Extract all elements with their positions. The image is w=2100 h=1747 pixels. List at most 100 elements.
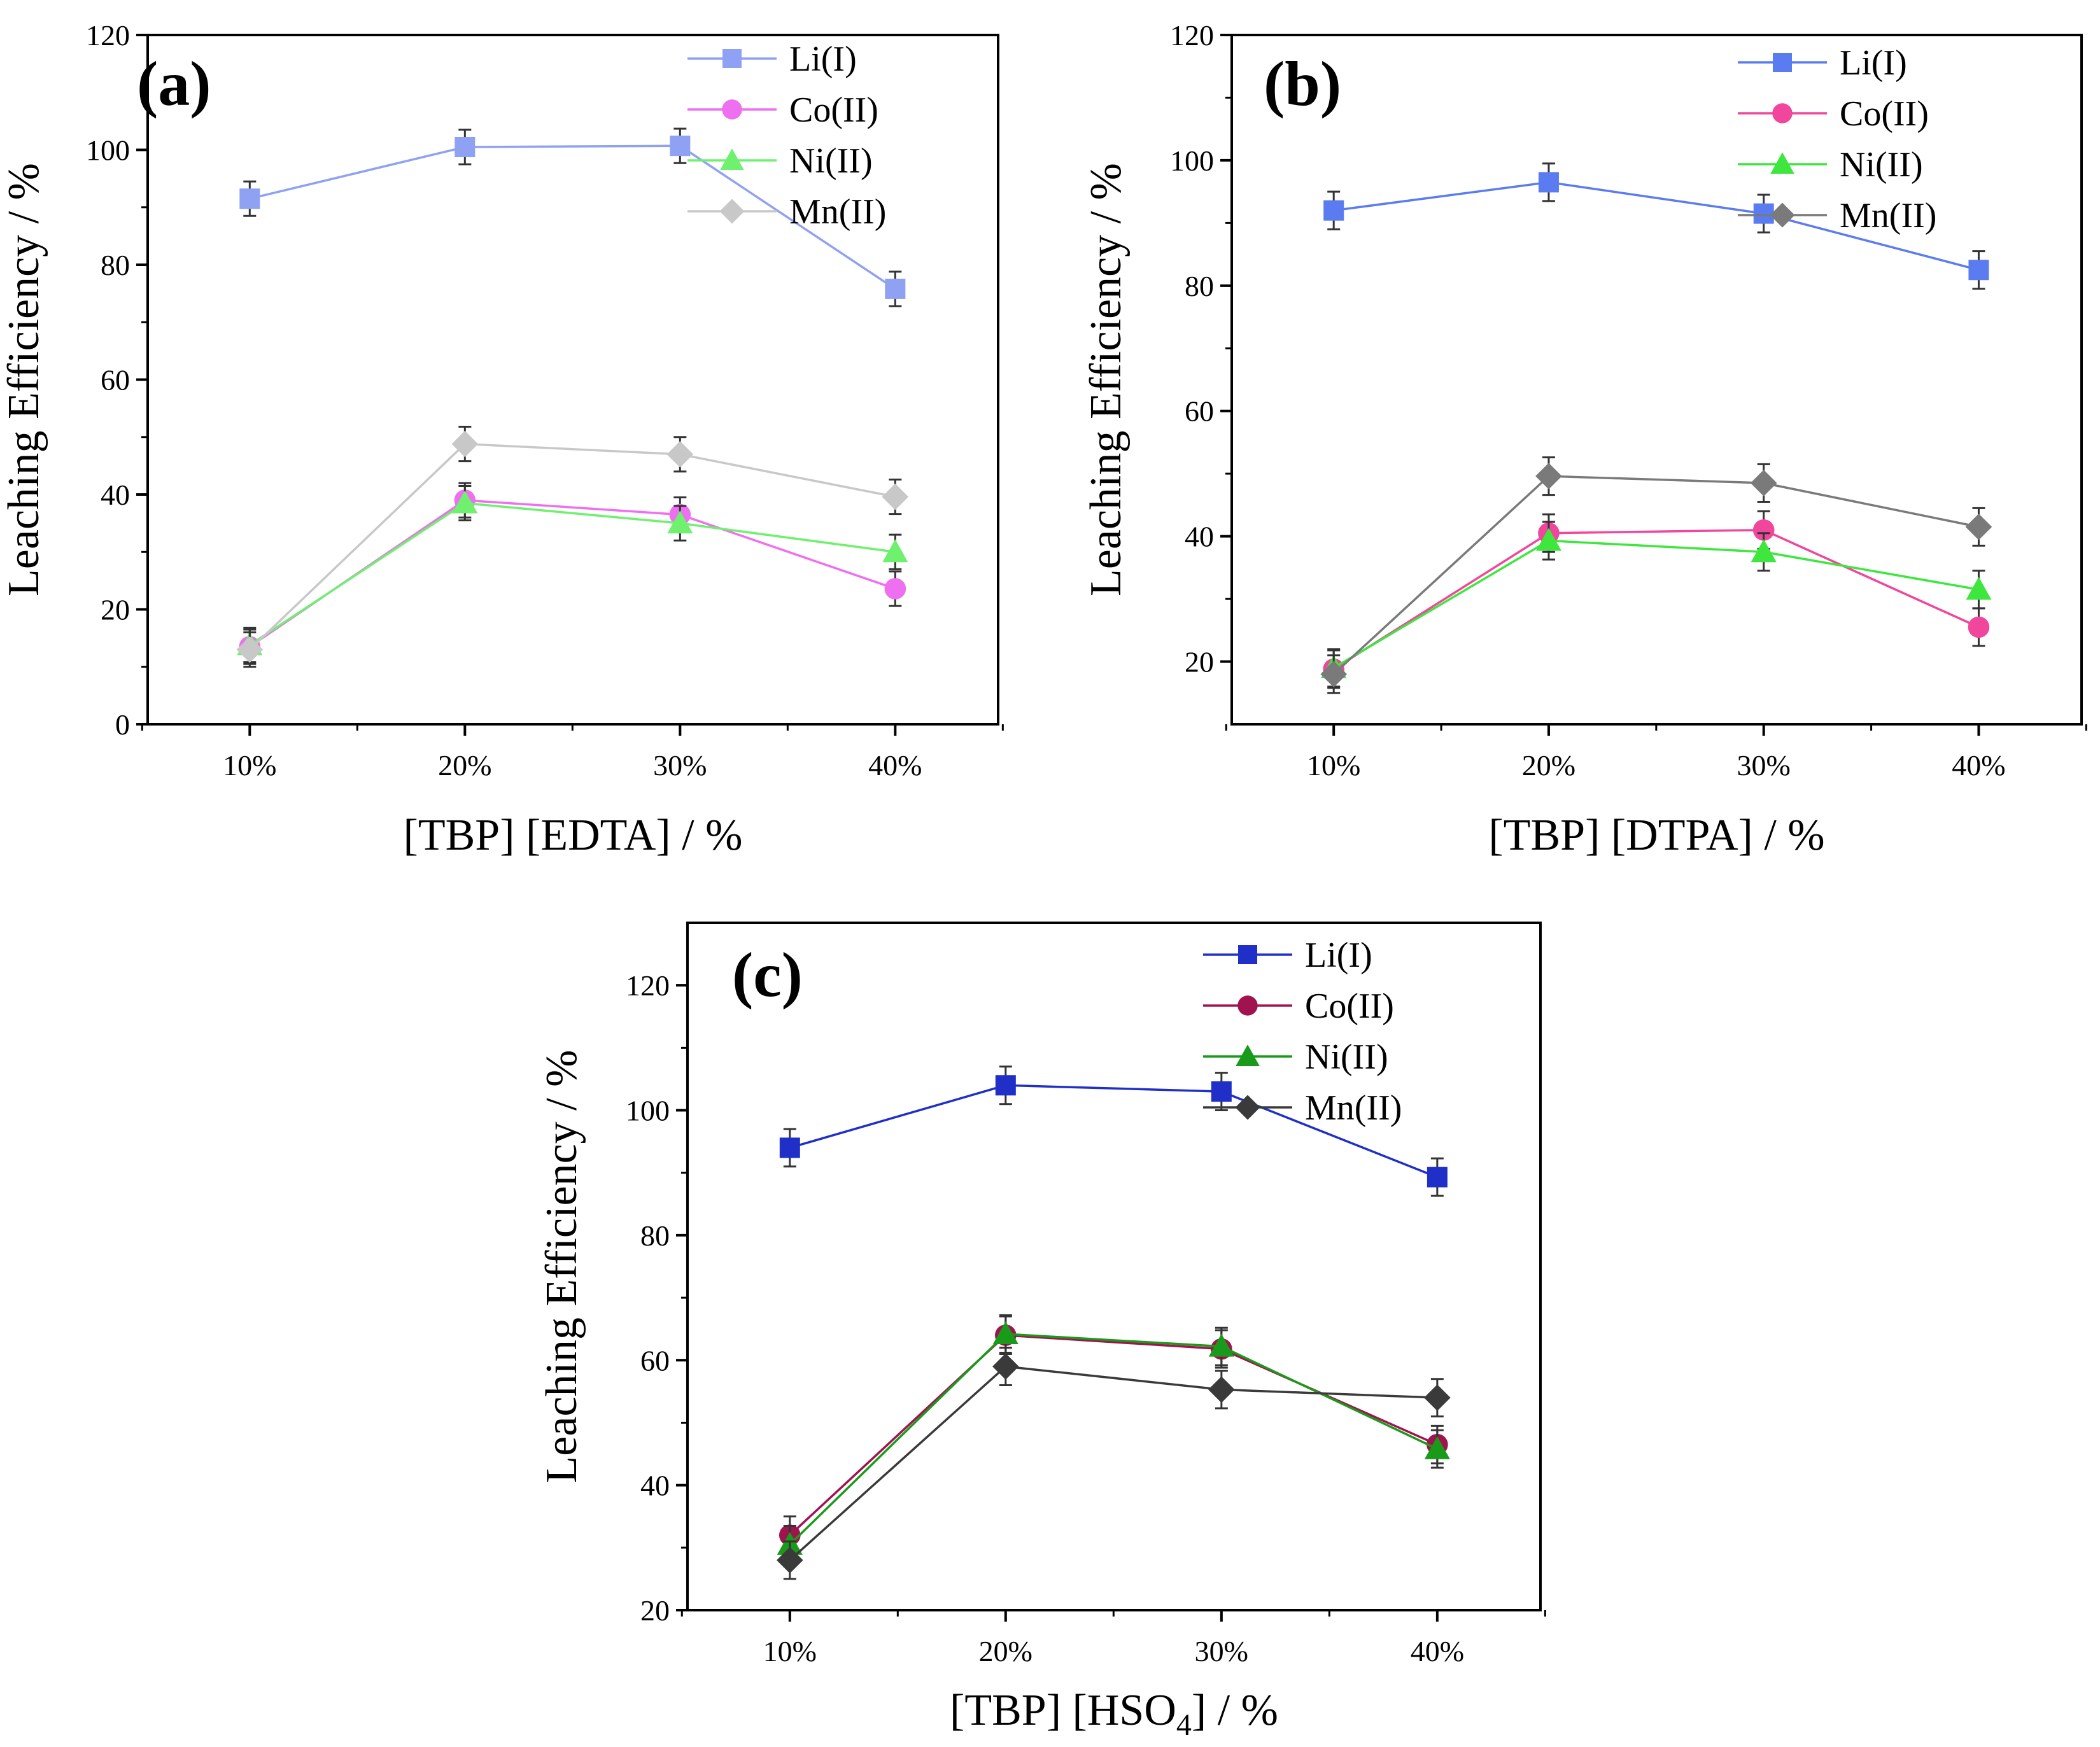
x-tick-label: 30% (1737, 749, 1791, 782)
plot-frame (146, 34, 999, 726)
legend-marker (1773, 53, 1792, 72)
x-tick-label: 40% (868, 749, 922, 782)
legend-marker (1770, 202, 1795, 228)
x-tick-label: 10% (763, 1635, 817, 1667)
legend-label: Ni(II) (789, 141, 873, 181)
legend: Li(I) Co(II) Ni(II) Mn(II) (687, 39, 886, 232)
x-tick-label: 10% (1307, 749, 1360, 782)
y-tick-label: 20 (1185, 646, 1214, 678)
x-tick-label: 10% (223, 749, 276, 782)
data-point (1753, 203, 1774, 224)
series-Co(II) (779, 1316, 1448, 1555)
legend-label: Ni(II) (1840, 145, 1923, 185)
legend-marker (1235, 1095, 1260, 1120)
legend-label: Mn(II) (1305, 1088, 1402, 1128)
series-Mn(II) (1320, 456, 1992, 694)
y-tick-label: 100 (626, 1095, 670, 1127)
series-line (249, 502, 896, 646)
x-tick-label: 30% (653, 749, 707, 782)
series-line (789, 1334, 1438, 1536)
panel-label: (b) (1264, 48, 1341, 119)
legend-label: Li(I) (789, 39, 857, 79)
data-point (777, 1547, 803, 1574)
series-Li(I) (779, 1065, 1448, 1197)
x-axis-label-main: [TBP] [HSO (950, 1686, 1176, 1735)
data-point (1968, 260, 1989, 281)
legend-marker (1238, 945, 1257, 964)
data-point (1751, 539, 1777, 563)
series-Li(I) (239, 127, 906, 307)
data-point (452, 490, 478, 514)
data-point (1966, 577, 1992, 600)
y-tick-label: 120 (626, 969, 670, 1002)
data-point (882, 483, 909, 510)
series-Mn(II) (236, 426, 909, 668)
data-point (995, 1075, 1016, 1096)
x-tick-label: 20% (438, 749, 491, 782)
legend-marker (1772, 103, 1793, 123)
series-Co(II) (239, 482, 906, 665)
series-line (249, 499, 896, 648)
plot-frame (1230, 34, 2083, 726)
y-tick-label: 100 (86, 134, 130, 167)
x-tick-label: 40% (1952, 749, 2005, 782)
x-tick-label: 40% (1411, 1635, 1464, 1667)
series-Li(I) (1323, 162, 1989, 290)
y-tick-label: 80 (1185, 270, 1214, 302)
x-tick-label: 30% (1195, 1635, 1248, 1667)
data-point (1968, 616, 1990, 638)
y-tick-label: 80 (101, 249, 130, 281)
data-point (1208, 1376, 1235, 1403)
series-line (789, 1084, 1438, 1179)
series-Ni(II) (1321, 521, 1992, 688)
y-tick-label: 40 (101, 479, 130, 511)
data-point (667, 510, 693, 534)
data-point (1535, 463, 1562, 489)
data-point (455, 136, 476, 157)
y-tick-label: 0 (115, 708, 130, 741)
series-line (1333, 529, 1980, 670)
series-line (1333, 539, 1979, 669)
legend: Li(I) Co(II) Ni(II) Mn(II) (1203, 936, 1402, 1128)
x-axis-label-suffix: ] / % (1192, 1686, 1278, 1735)
series-line (249, 144, 896, 290)
panel-label: (a) (137, 48, 211, 119)
data-point (1323, 200, 1344, 221)
y-axis-label: Leaching Efficiency / % (1082, 163, 1131, 596)
data-point (1427, 1167, 1448, 1188)
data-point (992, 1353, 1019, 1380)
series-Ni(II) (237, 484, 908, 664)
data-point (451, 430, 479, 458)
legend-label: Mn(II) (1840, 196, 1936, 235)
legend-label: Ni(II) (1305, 1037, 1388, 1077)
data-point (1752, 519, 1775, 541)
series-Mn(II) (777, 1347, 1451, 1580)
data-point (992, 1321, 1018, 1345)
data-point (1535, 528, 1561, 551)
legend-label: Co(II) (789, 90, 878, 130)
y-axis-label: Leaching Efficiency / % (0, 163, 48, 596)
plot-frame (686, 922, 1542, 1611)
legend-label: Co(II) (1305, 986, 1394, 1026)
y-tick-label: 40 (1185, 521, 1214, 553)
legend-label: Mn(II) (789, 192, 886, 232)
legend: Li(I) Co(II) Ni(II) Mn(II) (1738, 43, 1936, 235)
legend-marker (1237, 995, 1258, 1016)
x-axis-label: [TBP] [DTPA] / % (1488, 811, 1824, 860)
data-point (1965, 514, 1992, 540)
data-point (239, 188, 260, 209)
series-line (789, 1333, 1438, 1546)
data-point (1750, 470, 1777, 496)
y-tick-label: 60 (101, 364, 130, 396)
y-tick-label: 80 (640, 1219, 670, 1252)
data-point (882, 539, 908, 563)
legend-label: Co(II) (1840, 94, 1929, 134)
legend-label: Li(I) (1305, 936, 1372, 975)
x-axis-label-subscript: 4 (1176, 1708, 1192, 1742)
x-tick-label: 20% (1522, 749, 1575, 782)
series-line (1333, 181, 1979, 271)
x-tick-label: 20% (979, 1635, 1032, 1667)
series-line (789, 1365, 1437, 1561)
x-axis-label: [TBP] [EDTA] / % (404, 811, 743, 860)
